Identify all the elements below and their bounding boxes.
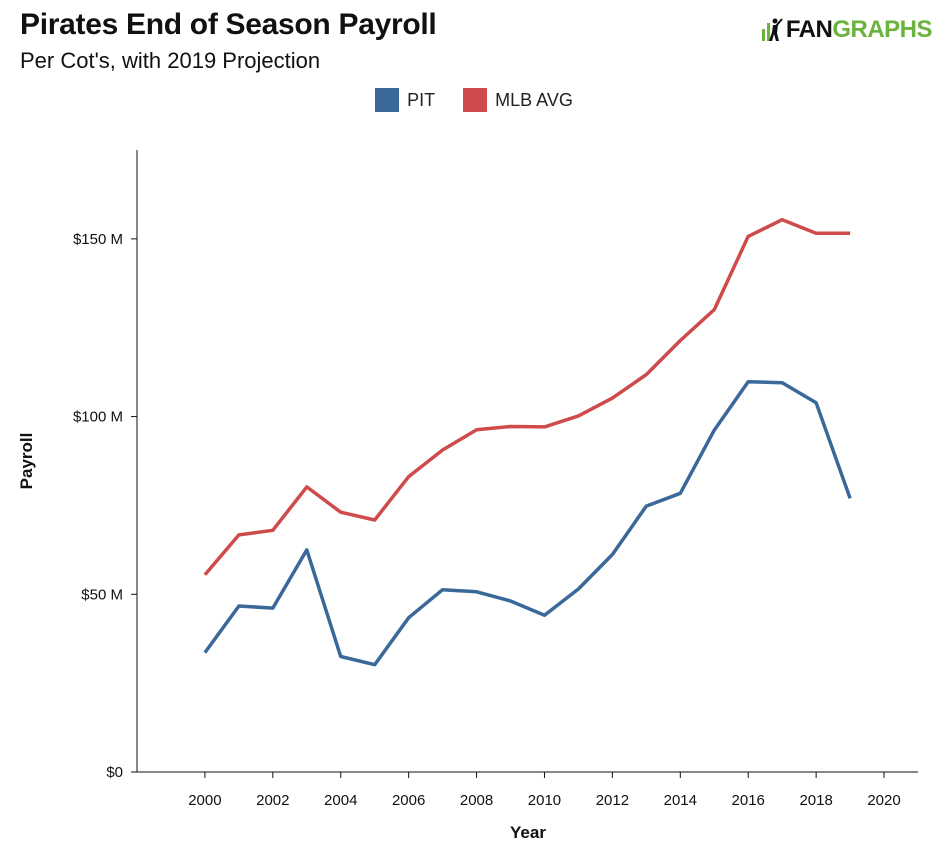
x-tick-label: 2018 [799,792,832,809]
legend-swatch-mlb-avg [463,88,488,112]
series-line-mlb-avg[interactable] [203,217,851,576]
x-tick-label: 2020 [867,792,900,809]
series-layer [203,217,852,667]
fangraphs-logo: FAN GRAPHS [760,16,932,44]
x-tick-label: 2016 [732,792,765,809]
legend: PIT MLB AVG [0,88,948,112]
chart-subtitle: Per Cot's, with 2019 Projection [20,48,321,73]
x-tick-label: 2014 [664,792,697,809]
chart-title: Pirates End of Season Payroll [20,8,437,41]
legend-label-mlb-avg: MLB AVG [495,89,573,110]
x-tick-label: 2010 [528,792,561,809]
x-axis-title: Year [510,823,546,842]
batter-icon [761,18,783,41]
x-tick-label: 2004 [324,792,357,809]
legend-label-pit: PIT [407,89,436,110]
x-tick-label: 2012 [596,792,629,809]
y-tick-label: $100 M [73,409,123,426]
y-tick-label: $0 [106,764,123,781]
y-axis-title: Payroll [17,433,36,490]
axes: $0 $50 M $100 M $150 M 2000 2002 2004 2006 2008 2… [73,150,918,809]
y-tick-label: $150 M [73,231,123,248]
x-tick-label: 2006 [392,792,425,809]
x-tick-label: 2008 [460,792,493,809]
x-tick-label: 2002 [256,792,289,809]
series-line-pit[interactable] [203,379,852,667]
legend-swatch-pit [375,88,400,112]
y-tick-label: $50 M [81,586,123,603]
x-tick-label: 2000 [188,792,221,809]
logo-text-graphs: GRAPHS [832,16,932,43]
legend-item-pit[interactable]: PIT [375,88,435,112]
logo-text-fan: FAN [785,16,833,43]
legend-item-mlb-avg[interactable]: MLB AVG [463,88,573,112]
